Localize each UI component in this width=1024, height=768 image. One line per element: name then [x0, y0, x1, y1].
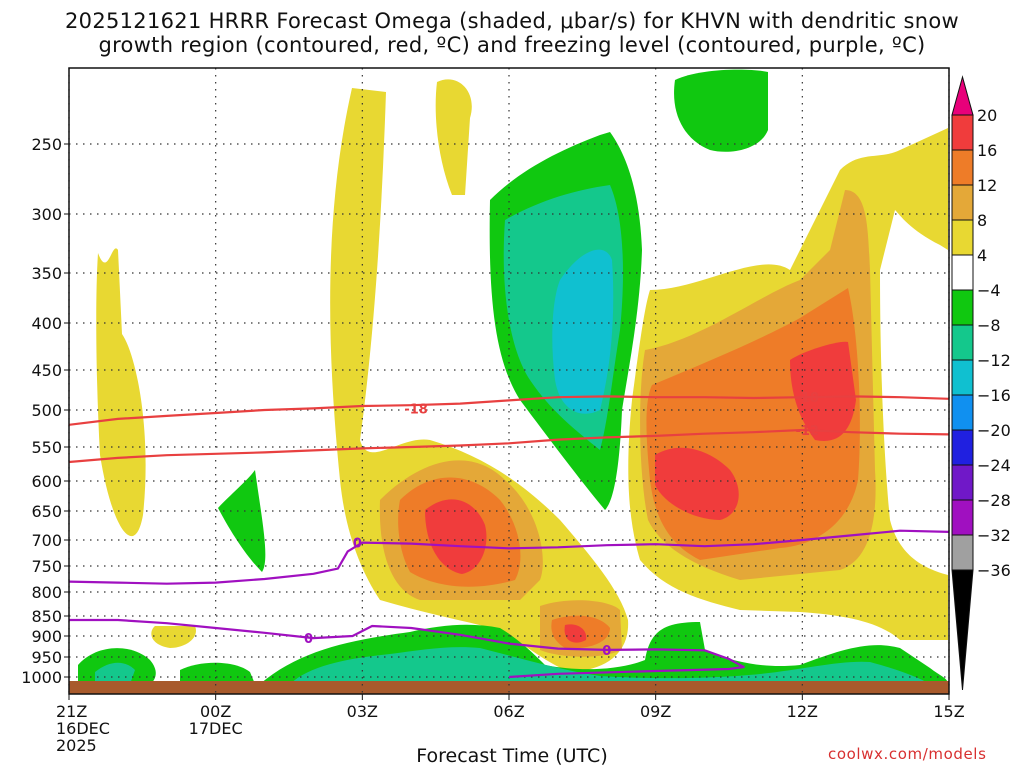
- colorbar-label-7: −8: [977, 316, 1001, 335]
- omega-region-26: [95, 662, 135, 684]
- colorbar-segment-1: [951, 114, 974, 151]
- omega-region-16: [352, 274, 369, 335]
- omega-region-14: [655, 447, 739, 520]
- y-tick-label-900: 900: [31, 627, 62, 646]
- omega-region-20: [674, 69, 768, 152]
- contour-label-5: 0: [304, 632, 313, 647]
- x-tick-label: 21Z: [56, 702, 87, 721]
- colorbar-segment-9: [951, 394, 974, 431]
- y-tick-label-450: 450: [31, 361, 62, 380]
- colorbar: 20 16 12 8 4 −4 −8 −12 −16 −20 −24 −28 −32 −36: [951, 75, 1011, 691]
- colorbar-label-13: −32: [977, 526, 1011, 545]
- y-tick-label-800: 800: [31, 583, 62, 602]
- contour-label-4: 0: [353, 537, 362, 552]
- colorbar-segment-2: [951, 149, 974, 186]
- x-tick-label: 12Z: [787, 702, 818, 721]
- colorbar-segment-5: [951, 254, 974, 291]
- colorbar-label-11: −24: [977, 456, 1011, 475]
- y-tick-label-500: 500: [31, 401, 62, 420]
- x-tick-label: 15Z: [933, 702, 964, 721]
- y-tick-label-950: 950: [31, 648, 62, 667]
- omega-region-23: [180, 662, 255, 684]
- colorbar-arrow-bottom: [951, 569, 974, 691]
- omega-region-2: [151, 626, 196, 648]
- colorbar-segment-6: [951, 289, 974, 326]
- x-tick-label: 00Z: [200, 702, 231, 721]
- chart-title-line-1: 2025121621 HRRR Forecast Omega (shaded, …: [65, 9, 959, 33]
- y-tick-label-400: 400: [31, 314, 62, 333]
- pressure-axis: 2503003504004505005506006507007508008509…: [21, 135, 69, 687]
- temperature-contours: [69, 395, 949, 679]
- colorbar-label-9: −16: [977, 386, 1011, 405]
- contour-label-1: -18: [404, 402, 428, 417]
- x-tick-label: 16DEC: [56, 719, 110, 738]
- colorbar-label-1: 20: [977, 106, 997, 125]
- omega-region-13: [564, 624, 587, 643]
- colorbar-segment-13: [951, 534, 974, 571]
- contour-labels: -18 -18 -12 0 0 0: [304, 391, 819, 659]
- colorbar-segment-4: [951, 219, 974, 256]
- y-tick-label-650: 650: [31, 502, 62, 521]
- colorbar-segment-3: [951, 184, 974, 221]
- contour-series-1: [69, 395, 949, 426]
- contour-label-3: -12: [795, 424, 819, 439]
- colorbar-label-12: −28: [977, 491, 1011, 510]
- colorbar-label-3: 12: [977, 176, 997, 195]
- colorbar-segment-12: [951, 499, 974, 536]
- x-tick-label: 17DEC: [189, 719, 243, 738]
- omega-region-12: [425, 499, 487, 574]
- y-tick-label-850: 850: [31, 607, 62, 626]
- omega-region-25: [290, 647, 930, 684]
- y-tick-label-300: 300: [31, 205, 62, 224]
- omega-region-21: [218, 470, 266, 572]
- y-tick-label-700: 700: [31, 531, 62, 550]
- omega-shaded-regions: [69, 69, 949, 694]
- omega-region-19: [552, 249, 614, 414]
- chart-title-line-2: growth region (contoured, red, ºC) and f…: [98, 33, 926, 57]
- contour-series-3: [69, 529, 949, 585]
- colorbar-label-4: 8: [977, 211, 987, 230]
- site-credit: coolwx.com/models: [828, 745, 987, 763]
- contour-label-6: 0: [602, 644, 611, 659]
- x-axis-label: Forecast Time (UTC): [416, 745, 608, 767]
- contour-label-2: -18: [795, 391, 819, 406]
- colorbar-label-14: −36: [977, 561, 1011, 580]
- colorbar-segment-11: [951, 464, 974, 501]
- colorbar-label-6: −4: [977, 281, 1001, 300]
- colorbar-label-10: −20: [977, 421, 1011, 440]
- colorbar-segment-7: [951, 324, 974, 361]
- colorbar-segment-8: [951, 359, 974, 396]
- colorbar-label-8: −12: [977, 351, 1011, 370]
- colorbar-arrow-top: [951, 75, 974, 116]
- omega-region-15: [790, 341, 856, 441]
- y-tick-label-750: 750: [31, 557, 62, 576]
- colorbar-label-2: 16: [977, 141, 997, 160]
- x-tick-label: 09Z: [640, 702, 671, 721]
- terrain-ground: [69, 681, 949, 694]
- y-tick-label-350: 350: [31, 264, 62, 283]
- omega-region-4: [435, 79, 472, 195]
- contour-series-4: [69, 618, 745, 679]
- x-tick-label: 06Z: [493, 702, 524, 721]
- y-tick-label-250: 250: [31, 135, 62, 154]
- colorbar-label-5: 4: [977, 246, 987, 265]
- y-tick-label-550: 550: [31, 438, 62, 457]
- x-tick-label: 03Z: [347, 702, 378, 721]
- y-tick-label-1000: 1000: [21, 668, 62, 687]
- colorbar-segment-10: [951, 429, 974, 466]
- x-tick-label: 2025: [56, 736, 97, 755]
- contour-series-2: [69, 428, 949, 464]
- y-tick-label-600: 600: [31, 472, 62, 491]
- omega-region-1: [96, 248, 146, 537]
